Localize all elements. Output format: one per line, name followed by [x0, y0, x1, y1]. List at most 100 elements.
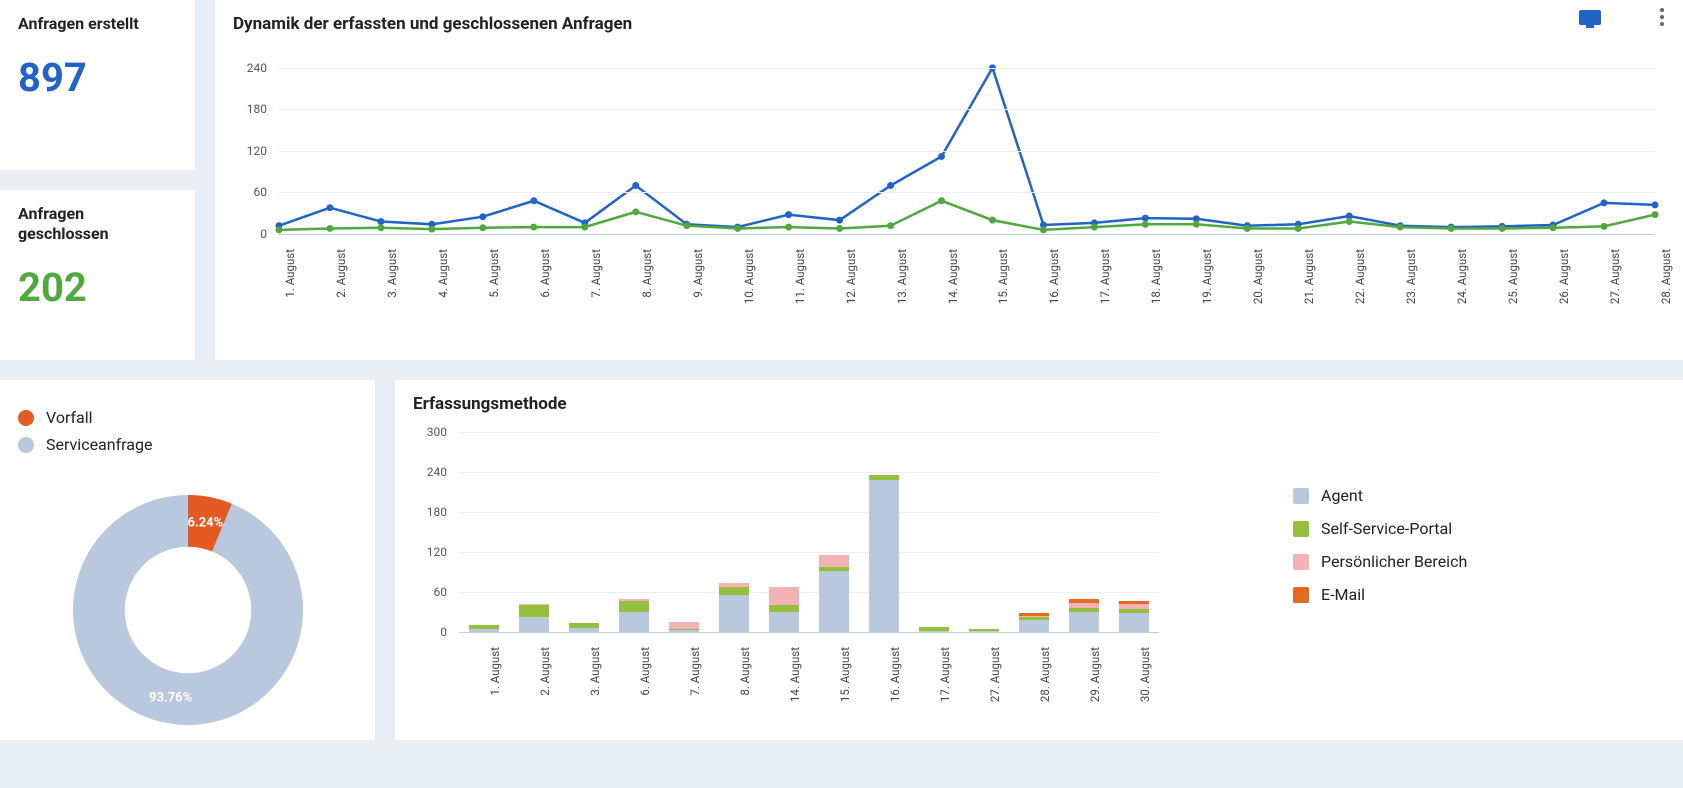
x-tick-label: 5. August — [487, 249, 501, 298]
bar-column[interactable] — [1069, 599, 1099, 632]
bar-column[interactable] — [869, 475, 899, 632]
x-tick-label: 2. August — [334, 249, 348, 298]
bar-column[interactable] — [1119, 601, 1149, 632]
x-tick-label: 3. August — [588, 647, 602, 696]
x-tick-label: 27. August — [1608, 249, 1622, 304]
line-chart: 0 60 120 180 240 1. August 2. August 3. August… — [233, 54, 1665, 334]
kpi-created-label: Anfragen erstellt — [18, 14, 177, 34]
x-tick-label: 30. August — [1138, 647, 1152, 702]
donut-chart: 6.24%93.76% — [58, 480, 318, 740]
legend-label: Persönlicher Bereich — [1321, 552, 1467, 571]
kpi-created-card: Anfragen erstellt 897 — [0, 0, 195, 170]
donut-legend: Vorfall Serviceanfrage — [18, 394, 357, 480]
x-tick-label: 28. August — [1659, 249, 1673, 304]
x-tick-label: 14. August — [946, 249, 960, 304]
legend-label: Agent — [1321, 486, 1363, 505]
x-tick-label: 3. August — [385, 249, 399, 298]
kpi-closed-card: Anfragen geschlossen 202 — [0, 190, 195, 360]
y-tick-label: 120 — [427, 545, 447, 559]
x-tick-label: 9. August — [691, 249, 705, 298]
bar-column[interactable] — [969, 629, 999, 632]
bar-column[interactable] — [719, 583, 749, 632]
y-tick-label: 120 — [247, 144, 267, 158]
x-tick-label: 17. August — [1098, 249, 1112, 304]
legend-swatch — [1293, 554, 1309, 570]
x-tick-label: 11. August — [793, 249, 807, 304]
legend-swatch — [18, 410, 34, 426]
x-tick-label: 2. August — [538, 647, 552, 696]
y-tick-label: 180 — [247, 102, 267, 116]
y-tick-label: 300 — [427, 425, 447, 439]
legend-swatch — [1293, 587, 1309, 603]
y-tick-label: 240 — [247, 61, 267, 75]
x-tick-label: 1. August — [488, 647, 502, 696]
x-tick-label: 15. August — [838, 647, 852, 702]
x-tick-label: 26. August — [1557, 249, 1571, 304]
y-tick-label: 0 — [440, 625, 447, 639]
chart-toolbar — [1579, 8, 1673, 26]
line-chart-title: Dynamik der erfassten und geschlossenen … — [233, 14, 1665, 34]
x-tick-label: 6. August — [638, 647, 652, 696]
bar-column[interactable] — [1019, 613, 1049, 632]
x-tick-label: 16. August — [1047, 249, 1061, 304]
legend-item[interactable]: Self-Service-Portal — [1293, 519, 1467, 538]
x-tick-label: 21. August — [1302, 249, 1316, 304]
x-tick-label: 8. August — [640, 249, 654, 298]
bar-chart-card: Erfassungsmethode 0 60 120 180 240 300 1. Aug… — [395, 380, 1683, 740]
display-mode-icon[interactable] — [1579, 8, 1601, 26]
x-tick-label: 23. August — [1404, 249, 1418, 304]
bar-column[interactable] — [819, 555, 849, 632]
x-tick-label: 20. August — [1251, 249, 1265, 304]
legend-label: E-Mail — [1321, 585, 1365, 604]
x-tick-label: 7. August — [589, 249, 603, 298]
x-tick-label: 24. August — [1455, 249, 1469, 304]
kpi-created-value: 897 — [18, 54, 177, 101]
legend-label: Self-Service-Portal — [1321, 519, 1452, 538]
svg-text:6.24%: 6.24% — [187, 516, 223, 531]
legend-swatch — [1293, 488, 1309, 504]
bar-column[interactable] — [469, 625, 499, 632]
bar-column[interactable] — [569, 623, 599, 632]
x-tick-label: 1. August — [283, 249, 297, 298]
donut-card: Vorfall Serviceanfrage 6.24%93.76% — [0, 380, 375, 740]
legend-item[interactable]: Persönlicher Bereich — [1293, 552, 1467, 571]
x-tick-label: 8. August — [738, 647, 752, 696]
legend-item[interactable]: E-Mail — [1293, 585, 1467, 604]
y-tick-label: 240 — [427, 465, 447, 479]
x-tick-label: 7. August — [688, 647, 702, 696]
bar-column[interactable] — [519, 604, 549, 632]
x-tick-label: 14. August — [788, 647, 802, 702]
legend-item[interactable]: Vorfall — [18, 408, 357, 427]
x-tick-label: 10. August — [742, 249, 756, 304]
legend-label: Serviceanfrage — [46, 435, 152, 454]
x-tick-label: 28. August — [1038, 647, 1052, 702]
x-tick-label: 4. August — [436, 249, 450, 298]
x-tick-label: 6. August — [538, 249, 552, 298]
edit-icon[interactable] — [1615, 8, 1637, 26]
y-tick-label: 180 — [427, 505, 447, 519]
legend-item[interactable]: Serviceanfrage — [18, 435, 357, 454]
x-tick-label: 16. August — [888, 647, 902, 702]
y-tick-label: 60 — [254, 185, 268, 199]
kpi-closed-label: Anfragen geschlossen — [18, 204, 177, 244]
bar-chart-title: Erfassungsmethode — [413, 394, 1665, 414]
x-tick-label: 25. August — [1506, 249, 1520, 304]
x-tick-label: 27. August — [988, 647, 1002, 702]
y-tick-label: 0 — [260, 227, 267, 241]
x-tick-label: 12. August — [844, 249, 858, 304]
x-tick-label: 29. August — [1088, 647, 1102, 702]
bar-column[interactable] — [619, 599, 649, 632]
x-tick-label: 22. August — [1353, 249, 1367, 304]
legend-item[interactable]: Agent — [1293, 486, 1467, 505]
more-menu-icon[interactable] — [1651, 8, 1673, 26]
bar-column[interactable] — [769, 587, 799, 632]
x-tick-label: 19. August — [1200, 249, 1214, 304]
bar-chart-legend: Agent Self-Service-Portal Persönlicher Ber… — [1293, 472, 1467, 618]
y-tick-label: 60 — [434, 585, 448, 599]
legend-swatch — [1293, 521, 1309, 537]
kpi-closed-value: 202 — [18, 264, 177, 311]
bar-column[interactable] — [919, 627, 949, 632]
x-tick-label: 13. August — [895, 249, 909, 304]
bar-column[interactable] — [669, 622, 699, 632]
line-chart-card: Dynamik der erfassten und geschlossenen … — [215, 0, 1683, 360]
